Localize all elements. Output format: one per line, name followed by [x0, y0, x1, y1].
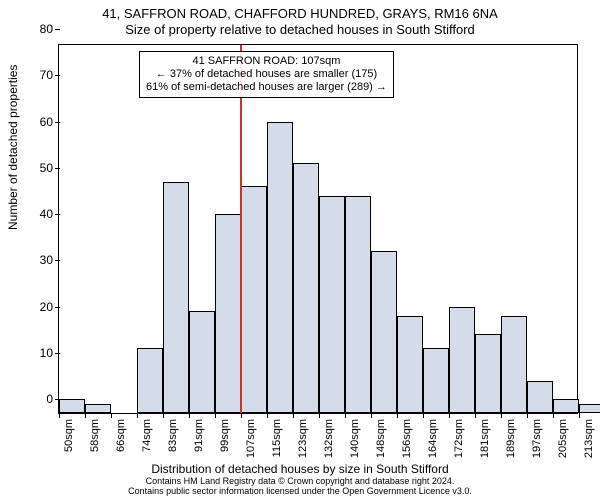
y-tick: 80 [23, 22, 59, 36]
chart-title-line1: 41, SAFFRON ROAD, CHAFFORD HUNDRED, GRAY… [0, 6, 600, 21]
x-tick-mark [241, 413, 242, 418]
histogram-bar [449, 307, 475, 413]
x-tick-mark [423, 413, 424, 418]
reference-line [240, 45, 242, 413]
histogram-bar [553, 399, 579, 413]
x-tick-mark [59, 413, 60, 418]
histogram-bar [85, 404, 111, 413]
x-tick-mark [553, 413, 554, 418]
histogram-bar [163, 182, 189, 413]
x-tick-mark [137, 413, 138, 418]
y-tick: 0 [23, 392, 59, 406]
y-tick: 60 [23, 115, 59, 129]
y-axis-label: Number of detached properties [6, 65, 20, 230]
attribution-line2: Contains public sector information licen… [128, 486, 472, 496]
chart-title-line2: Size of property relative to detached ho… [0, 22, 600, 37]
annotation-line3: 61% of semi-detached houses are larger (… [146, 81, 387, 94]
x-tick-label: 189sqm [505, 419, 517, 458]
histogram-bar [423, 348, 449, 413]
histogram-bar [579, 404, 600, 413]
y-tick: 10 [23, 346, 59, 360]
x-tick-mark [189, 413, 190, 418]
histogram-bar [527, 381, 553, 413]
histogram-bar [501, 316, 527, 413]
attribution-line1: Contains HM Land Registry data © Crown c… [146, 476, 455, 486]
histogram-bar [267, 122, 293, 413]
histogram-bar [319, 196, 345, 413]
x-tick-label: 83sqm [167, 419, 179, 452]
x-tick-label: 132sqm [323, 419, 335, 458]
x-tick-label: 58sqm [89, 419, 101, 452]
x-tick-mark [527, 413, 528, 418]
x-tick-label: 140sqm [349, 419, 361, 458]
x-tick-label: 148sqm [375, 419, 387, 458]
x-tick-mark [371, 413, 372, 418]
y-tick: 30 [23, 253, 59, 267]
y-tick: 50 [23, 161, 59, 175]
attribution-text: Contains HM Land Registry data © Crown c… [0, 476, 600, 496]
x-tick-mark [293, 413, 294, 418]
x-tick-label: 107sqm [245, 419, 257, 458]
annotation-line2: ← 37% of detached houses are smaller (17… [146, 68, 387, 81]
x-tick-label: 50sqm [63, 419, 75, 452]
x-tick-label: 99sqm [219, 419, 231, 452]
x-tick-label: 197sqm [531, 419, 543, 458]
chart-root: 41, SAFFRON ROAD, CHAFFORD HUNDRED, GRAY… [0, 0, 600, 500]
x-tick-mark [85, 413, 86, 418]
x-tick-mark [501, 413, 502, 418]
x-tick-mark [397, 413, 398, 418]
y-tick: 20 [23, 300, 59, 314]
histogram-bar [397, 316, 423, 413]
y-tick: 70 [23, 68, 59, 82]
x-tick-mark [111, 413, 112, 418]
histogram-bar [241, 186, 267, 413]
histogram-bar [371, 251, 397, 413]
annotation-line1: 41 SAFFRON ROAD: 107sqm [146, 55, 387, 68]
x-tick-mark [475, 413, 476, 418]
x-tick-mark [267, 413, 268, 418]
x-tick-mark [449, 413, 450, 418]
x-tick-label: 115sqm [271, 419, 283, 457]
x-axis-label: Distribution of detached houses by size … [0, 462, 600, 476]
plot-area: 50sqm58sqm66sqm74sqm83sqm91sqm99sqm107sq… [58, 44, 578, 414]
x-tick-mark [345, 413, 346, 418]
x-tick-label: 164sqm [427, 419, 439, 458]
annotation-box: 41 SAFFRON ROAD: 107sqm ← 37% of detache… [139, 51, 394, 98]
x-tick-label: 91sqm [193, 419, 205, 452]
x-tick-label: 213sqm [583, 419, 595, 458]
histogram-bar [137, 348, 163, 413]
x-tick-label: 205sqm [557, 419, 569, 458]
bars-group [59, 45, 577, 413]
y-tick: 40 [23, 207, 59, 221]
x-tick-label: 66sqm [115, 419, 127, 452]
histogram-bar [189, 311, 215, 413]
x-tick-label: 172sqm [453, 419, 465, 458]
x-tick-mark [163, 413, 164, 418]
x-tick-label: 181sqm [479, 419, 491, 458]
histogram-bar [215, 214, 241, 413]
x-tick-mark [579, 413, 580, 418]
x-tick-label: 74sqm [141, 419, 153, 452]
x-tick-label: 123sqm [297, 419, 309, 458]
histogram-bar [345, 196, 371, 413]
x-tick-label: 156sqm [401, 419, 413, 458]
x-tick-mark [319, 413, 320, 418]
histogram-bar [59, 399, 85, 413]
x-tick-mark [215, 413, 216, 418]
histogram-bar [293, 163, 319, 413]
histogram-bar [475, 334, 501, 413]
